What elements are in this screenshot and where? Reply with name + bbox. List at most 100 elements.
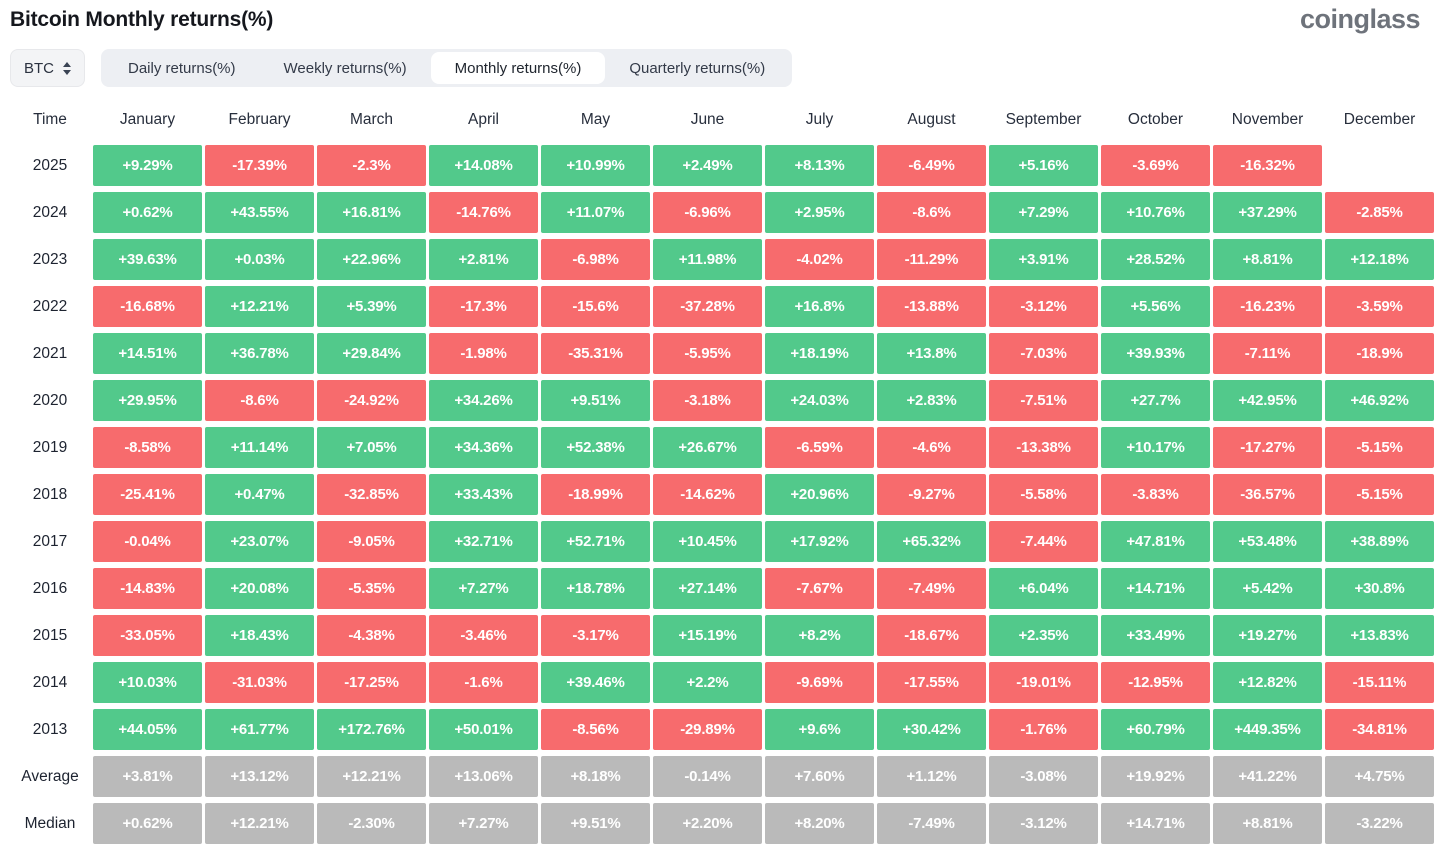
row-label: 2015	[32, 626, 68, 644]
return-cell: +172.76%	[317, 709, 426, 750]
asset-selector[interactable]: BTC	[10, 49, 85, 87]
return-cell: +29.84%	[317, 333, 426, 374]
return-cell: +3.81%	[93, 756, 202, 797]
return-cell: -6.98%	[541, 239, 650, 280]
return-cell: -3.08%	[989, 756, 1098, 797]
return-cell: +65.32%	[877, 521, 986, 562]
return-cell: +7.27%	[429, 803, 538, 844]
return-cell: +20.96%	[765, 474, 874, 515]
return-cell: -4.38%	[317, 615, 426, 656]
return-cell: +10.99%	[541, 145, 650, 186]
table-row: 2020 +29.95% -8.6% -24.92% +34.26% +9.51% -3.1…	[10, 380, 1434, 421]
table-row: 2024 +0.62% +43.55% +16.81% -14.76% +11.07% -6…	[10, 192, 1434, 233]
return-cell: +0.62%	[93, 192, 202, 233]
return-cell: +8.13%	[765, 145, 874, 186]
return-cell: -7.11%	[1213, 333, 1322, 374]
return-cell: +1.12%	[877, 756, 986, 797]
return-cell: -16.23%	[1213, 286, 1322, 327]
controls-bar: BTC Daily returns(%) Weekly returns(%) Mon…	[10, 49, 1434, 87]
return-cell: +3.91%	[989, 239, 1098, 280]
return-cell: -34.81%	[1325, 709, 1434, 750]
return-cell: -17.39%	[205, 145, 314, 186]
returns-table-body: 2025 +9.29% -17.39% -2.3% +14.08% +10.99% +2.4…	[10, 145, 1434, 844]
return-cell: -3.69%	[1101, 145, 1210, 186]
table-row: Average +3.81% +13.12% +12.21% +13.06% +8.18%…	[10, 756, 1434, 797]
table-row: 2015 -33.05% +18.43% -4.38% -3.46% -3.17% +15.…	[10, 615, 1434, 656]
return-cell: +449.35%	[1213, 709, 1322, 750]
return-cell: +19.27%	[1213, 615, 1322, 656]
return-cell: +53.48%	[1213, 521, 1322, 562]
return-cell: +34.36%	[429, 427, 538, 468]
return-cell: -2.3%	[317, 145, 426, 186]
column-header: February	[228, 111, 291, 128]
return-cell: +60.79%	[1101, 709, 1210, 750]
return-cell: -25.41%	[93, 474, 202, 515]
return-cell: +14.08%	[429, 145, 538, 186]
return-cell: -5.95%	[653, 333, 762, 374]
return-cell: +44.05%	[93, 709, 202, 750]
return-cell: +17.92%	[765, 521, 874, 562]
row-label: 2016	[32, 579, 68, 597]
return-cell: -16.68%	[93, 286, 202, 327]
return-cell: -6.49%	[877, 145, 986, 186]
return-cell: -1.98%	[429, 333, 538, 374]
return-cell: -3.12%	[989, 803, 1098, 844]
return-cell: -7.49%	[877, 568, 986, 609]
return-cell: -3.18%	[653, 380, 762, 421]
return-cell: +26.67%	[653, 427, 762, 468]
return-cell: -17.3%	[429, 286, 538, 327]
tab-quarterly-returns[interactable]: Quarterly returns(%)	[605, 52, 789, 84]
return-cell: +61.77%	[205, 709, 314, 750]
return-cell: +10.17%	[1101, 427, 1210, 468]
row-label: Average	[21, 767, 79, 785]
return-cell: -14.62%	[653, 474, 762, 515]
return-cell: +2.95%	[765, 192, 874, 233]
return-cell: +47.81%	[1101, 521, 1210, 562]
tab-monthly-returns[interactable]: Monthly returns(%)	[430, 52, 606, 84]
return-cell: +13.83%	[1325, 615, 1434, 656]
table-row: 2023 +39.63% +0.03% +22.96% +2.81% -6.98% +11.…	[10, 239, 1434, 280]
return-cell: -3.83%	[1101, 474, 1210, 515]
column-header: May	[580, 111, 611, 128]
tab-weekly-returns[interactable]: Weekly returns(%)	[260, 52, 431, 84]
return-cell: -12.95%	[1101, 662, 1210, 703]
return-cell: +8.81%	[1213, 803, 1322, 844]
return-cell: +13.8%	[877, 333, 986, 374]
return-cell: +52.71%	[541, 521, 650, 562]
return-cell: -13.88%	[877, 286, 986, 327]
return-cell: +0.62%	[93, 803, 202, 844]
return-cell: +8.18%	[541, 756, 650, 797]
return-cell: -18.9%	[1325, 333, 1434, 374]
return-cell: +5.16%	[989, 145, 1098, 186]
return-cell: -19.01%	[989, 662, 1098, 703]
return-cell: -15.6%	[541, 286, 650, 327]
return-cell: -2.85%	[1325, 192, 1434, 233]
return-cell: +34.26%	[429, 380, 538, 421]
return-cell: +28.52%	[1101, 239, 1210, 280]
return-cell: -5.15%	[1325, 427, 1434, 468]
return-cell: +24.03%	[765, 380, 874, 421]
return-cell: +16.8%	[765, 286, 874, 327]
return-cell: -29.89%	[653, 709, 762, 750]
return-cell: +0.47%	[205, 474, 314, 515]
return-cell: -0.14%	[653, 756, 762, 797]
return-cell: -14.76%	[429, 192, 538, 233]
return-cell: -7.44%	[989, 521, 1098, 562]
return-cell: +18.78%	[541, 568, 650, 609]
topbar: Bitcoin Monthly returns(%) coinglass	[10, 6, 1434, 33]
return-cell: +5.42%	[1213, 568, 1322, 609]
return-cell: +7.27%	[429, 568, 538, 609]
return-cell: +9.51%	[541, 803, 650, 844]
return-cell: +18.19%	[765, 333, 874, 374]
table-row: 2014 +10.03% -31.03% -17.25% -1.6% +39.46% +2.…	[10, 662, 1434, 703]
return-cell: +10.45%	[653, 521, 762, 562]
return-cell: -32.85%	[317, 474, 426, 515]
return-cell: +12.82%	[1213, 662, 1322, 703]
return-cell: -8.6%	[877, 192, 986, 233]
return-cell: -6.59%	[765, 427, 874, 468]
coinglass-logo: coinglass	[1299, 4, 1421, 34]
column-header: January	[119, 111, 176, 128]
tab-daily-returns[interactable]: Daily returns(%)	[104, 52, 260, 84]
return-cell: +50.01%	[429, 709, 538, 750]
chevron-updown-icon	[63, 61, 71, 75]
